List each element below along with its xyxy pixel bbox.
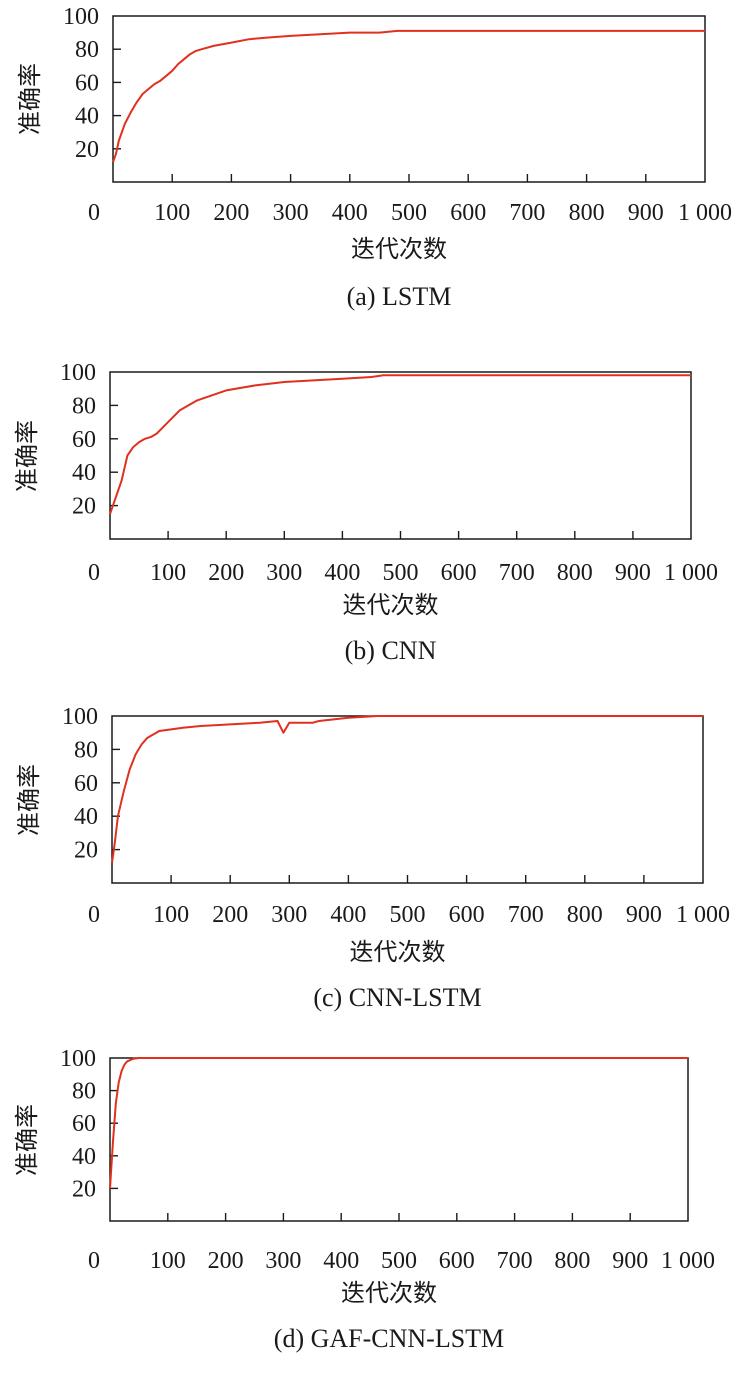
- x-tick-label: 400: [323, 1248, 359, 1274]
- y-axis-label: 准确率: [15, 764, 43, 836]
- y-tick-label: 60: [72, 427, 96, 453]
- chart-panel-a: 0 100 200 300 400 500 600 700 800 900 1 000 20 40 60 8…: [16, 4, 732, 311]
- x-tick-label: 100: [150, 1248, 186, 1274]
- y-tick-label: 20: [72, 494, 96, 520]
- y-tick-label: 100: [60, 360, 96, 386]
- x-tick-label: 500: [381, 1248, 417, 1274]
- x-tick-label: 100: [153, 902, 189, 928]
- chart-caption: (d) GAF-CNN-LSTM: [274, 1324, 504, 1353]
- plot-frame: [109, 1057, 689, 1222]
- x-tick-label: 200: [212, 902, 248, 928]
- x-tick-label: 1 000: [676, 902, 730, 928]
- y-tick-label: 80: [72, 1079, 96, 1105]
- x-tick-label: 400: [324, 560, 360, 586]
- chart-caption: (c) CNN-LSTM: [313, 983, 481, 1012]
- x-tick-label: 800: [554, 1248, 590, 1274]
- x-tick-label: 800: [557, 560, 593, 586]
- x-tick-label: 200: [208, 1248, 244, 1274]
- y-axis-label: 准确率: [13, 420, 41, 492]
- y-axis-label: 准确率: [16, 63, 44, 135]
- x-tick-label: 900: [628, 200, 664, 226]
- y-tick-label: 20: [72, 1176, 96, 1202]
- accuracy-line-series: [111, 715, 703, 864]
- x-tick-label: 0: [88, 560, 100, 586]
- y-tick-label: 40: [72, 460, 96, 486]
- x-tick-label: 100: [154, 200, 190, 226]
- accuracy-line-series: [109, 374, 691, 515]
- x-tick-label: 600: [450, 200, 486, 226]
- y-tick-label: 60: [75, 70, 99, 96]
- y-tick-label: 60: [74, 771, 98, 797]
- plot-frame: [112, 15, 706, 183]
- y-tick-label: 80: [72, 393, 96, 419]
- x-tick-label: 600: [441, 560, 477, 586]
- x-tick-label: 300: [271, 902, 307, 928]
- y-tick-label: 40: [72, 1144, 96, 1170]
- x-tick-label: 900: [626, 902, 662, 928]
- chart-caption: (a) LSTM: [347, 282, 452, 311]
- y-tick-label: 100: [63, 4, 99, 30]
- x-tick-label: 100: [150, 560, 186, 586]
- chart-panel-d: 0 100 200 300 400 500 600 700 800 900 1 000 20 40 60 8…: [13, 1046, 715, 1353]
- chart-panel-c: 0 100 200 300 400 500 600 700 800 900 1 000 20 40 60 8…: [15, 704, 730, 1012]
- x-tick-label: 600: [449, 902, 485, 928]
- y-tick-label: 100: [62, 704, 98, 730]
- x-tick-label: 700: [499, 560, 535, 586]
- x-axis-label: 迭代次数: [343, 591, 439, 619]
- y-tick-label: 40: [75, 104, 99, 130]
- y-tick-label: 60: [72, 1111, 96, 1137]
- x-tick-label: 800: [569, 200, 605, 226]
- x-tick-label: 400: [332, 200, 368, 226]
- chart-caption: (b) CNN: [345, 636, 437, 665]
- x-tick-label: 500: [390, 902, 426, 928]
- y-tick-label: 100: [60, 1046, 96, 1072]
- x-tick-label: 1 000: [661, 1248, 715, 1274]
- x-tick-label: 700: [509, 200, 545, 226]
- y-tick-label: 80: [74, 737, 98, 763]
- x-tick-label: 300: [273, 200, 309, 226]
- x-tick-label: 500: [383, 560, 419, 586]
- x-tick-label: 0: [88, 1248, 100, 1274]
- plot-frame: [109, 371, 692, 540]
- x-tick-label: 800: [567, 902, 603, 928]
- x-axis-label: 迭代次数: [341, 1279, 437, 1307]
- y-tick-label: 20: [74, 838, 98, 864]
- x-tick-label: 0: [88, 902, 100, 928]
- x-tick-label: 0: [88, 200, 100, 226]
- x-tick-label: 1 000: [664, 560, 718, 586]
- x-tick-label: 300: [265, 1248, 301, 1274]
- x-tick-label: 200: [213, 200, 249, 226]
- y-tick-label: 80: [75, 37, 99, 63]
- x-tick-label: 300: [266, 560, 302, 586]
- x-tick-label: 400: [330, 902, 366, 928]
- x-tick-label: 500: [391, 200, 427, 226]
- accuracy-line-series: [109, 1057, 688, 1189]
- x-tick-label: 600: [439, 1248, 475, 1274]
- x-axis-label: 迭代次数: [351, 235, 447, 263]
- y-axis-label: 准确率: [13, 1104, 41, 1176]
- y-tick-label: 40: [74, 804, 98, 830]
- x-tick-label: 900: [615, 560, 651, 586]
- y-tick-label: 20: [75, 137, 99, 163]
- x-tick-label: 200: [208, 560, 244, 586]
- x-axis-label: 迭代次数: [350, 938, 446, 966]
- x-tick-label: 1 000: [678, 200, 732, 226]
- x-tick-label: 700: [508, 902, 544, 928]
- chart-panel-b: 0 100 200 300 400 500 600 700 800 900 1 000 20 40 60 8…: [13, 360, 718, 665]
- x-tick-label: 900: [612, 1248, 648, 1274]
- plot-frame: [111, 715, 704, 884]
- accuracy-line-series: [112, 29, 705, 163]
- x-tick-label: 700: [497, 1248, 533, 1274]
